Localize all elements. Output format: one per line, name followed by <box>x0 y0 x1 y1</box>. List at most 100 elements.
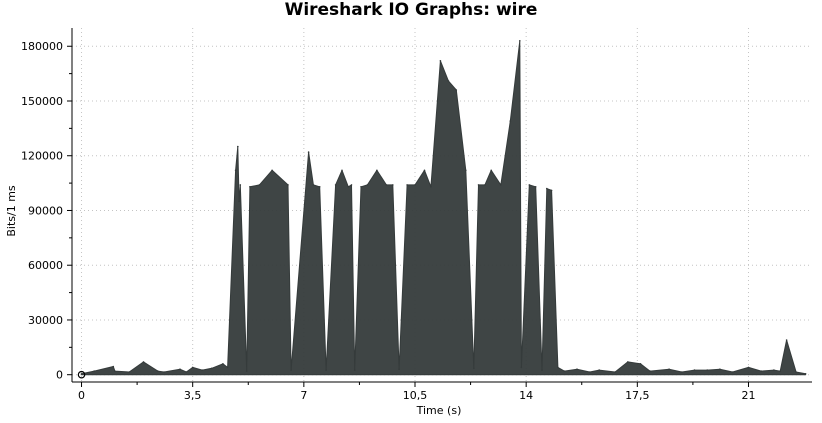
data-point <box>191 366 194 369</box>
x-tick-label: 14 <box>519 389 533 402</box>
data-point <box>210 367 213 370</box>
data-point <box>353 369 356 371</box>
data-point <box>385 184 388 186</box>
data-point <box>245 370 248 372</box>
data-point <box>398 368 400 371</box>
data-point <box>287 184 289 186</box>
data-point <box>588 371 591 373</box>
data-point <box>534 186 537 188</box>
data-point <box>541 369 543 371</box>
data-point <box>222 363 224 365</box>
x-tick-label: 0 <box>78 389 85 402</box>
data-point <box>237 145 239 148</box>
data-point <box>681 371 683 373</box>
data-point <box>157 370 159 372</box>
data-point <box>258 184 261 186</box>
data-point <box>307 151 310 153</box>
axes-layer <box>71 28 812 383</box>
data-point <box>238 200 240 203</box>
data-point <box>804 373 807 375</box>
data-point <box>366 184 369 186</box>
origin-marker <box>77 370 86 379</box>
data-point <box>614 371 616 373</box>
data-point <box>249 186 251 188</box>
data-point <box>447 80 450 82</box>
y-tick-label: 150000 <box>21 95 63 108</box>
data-point <box>80 373 83 375</box>
y-axis-label: Bits/1 ms <box>5 185 18 237</box>
data-point <box>500 184 502 186</box>
data-point <box>439 60 442 62</box>
data-point <box>350 184 353 186</box>
y-tick-label: 120000 <box>21 150 63 163</box>
data-point <box>201 369 203 371</box>
data-point <box>519 40 521 42</box>
series-area <box>81 40 807 376</box>
data-point <box>546 187 548 190</box>
data-point <box>550 189 553 192</box>
y-tick-label: 90000 <box>28 204 63 217</box>
data-point <box>423 169 426 172</box>
ticks-layer: 0 3,5 7 10,5 14 17,5 21 0 30000 60000 90000 120000 1… <box>21 40 755 402</box>
data-point <box>93 370 95 372</box>
data-point <box>163 371 165 373</box>
data-point <box>185 371 188 373</box>
data-point <box>477 184 480 186</box>
data-point <box>627 361 629 363</box>
data-point <box>779 370 781 372</box>
chart-title: Wireshark IO Graphs: wire <box>284 0 538 20</box>
x-tick-label: 17,5 <box>625 389 650 402</box>
data-point <box>706 369 708 371</box>
data-point <box>465 169 467 172</box>
data-point <box>290 369 292 371</box>
data-point <box>234 169 237 172</box>
y-tick-label: 180000 <box>21 40 63 53</box>
data-point <box>271 169 273 172</box>
data-point <box>179 368 181 371</box>
data-point <box>406 184 408 186</box>
data-point <box>731 371 734 373</box>
data-point <box>490 169 493 172</box>
data-point <box>128 371 130 373</box>
y-tick-label: 60000 <box>28 259 63 272</box>
data-point <box>430 186 432 188</box>
data-point <box>598 369 600 371</box>
data-point <box>747 366 750 369</box>
data-point <box>557 366 559 369</box>
data-point <box>719 368 721 371</box>
x-tick-label: 10,5 <box>403 389 428 402</box>
data-point <box>341 169 343 172</box>
data-point <box>226 366 229 369</box>
data-point <box>142 361 145 363</box>
data-point <box>455 89 458 91</box>
data-point <box>114 370 116 372</box>
data-point <box>639 363 642 365</box>
data-point <box>773 369 775 371</box>
data-point <box>347 186 350 188</box>
data-point <box>668 368 670 371</box>
x-tick-label: 21 <box>741 389 755 402</box>
data-layer <box>80 40 807 376</box>
data-point <box>312 184 315 186</box>
y-tick-label: 30000 <box>28 314 63 327</box>
data-point <box>334 184 337 186</box>
data-point <box>414 184 416 186</box>
data-point <box>760 370 762 372</box>
data-point <box>473 367 475 370</box>
data-point <box>239 184 242 186</box>
data-point <box>360 186 362 188</box>
data-point <box>563 370 566 372</box>
data-point <box>484 184 486 186</box>
data-point <box>509 120 512 122</box>
data-point <box>325 369 327 371</box>
data-point <box>795 371 797 373</box>
data-point <box>376 169 378 172</box>
y-tick-label: 0 <box>56 369 63 382</box>
x-tick-label: 3,5 <box>184 389 202 402</box>
data-point <box>112 365 115 368</box>
data-point <box>649 370 651 372</box>
x-axis-label: Time (s) <box>416 404 462 417</box>
data-point <box>392 184 394 186</box>
